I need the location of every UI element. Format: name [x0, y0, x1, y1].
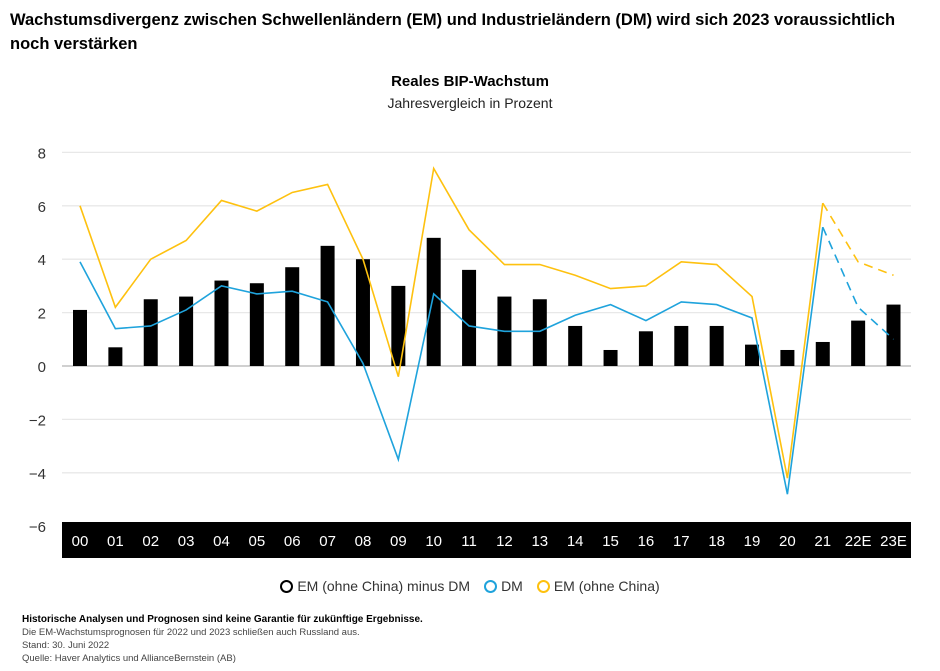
- bar-15: [603, 349, 618, 366]
- legend-item-em: EM (ohne China): [536, 578, 660, 594]
- source: Quelle: Haver Analytics und AllianceBern…: [22, 653, 236, 664]
- x-tick-label: 08: [355, 533, 372, 550]
- x-tick-label: 01: [107, 533, 124, 550]
- bar-16: [638, 331, 653, 366]
- x-tick-label: 04: [213, 533, 230, 550]
- x-tick-label: 02: [142, 533, 159, 550]
- y-tick-label: −2: [29, 412, 46, 429]
- legend-label: EM (ohne China): [553, 578, 660, 594]
- legend-label: EM (ohne China) minus DM: [297, 578, 471, 594]
- bar-14: [568, 325, 583, 366]
- x-tick-label: 22E: [845, 533, 872, 550]
- bar-02: [143, 299, 158, 366]
- line-em-ohne-china--actual: [79, 166, 824, 479]
- y-tick-label: 4: [38, 252, 46, 269]
- y-tick-label: −6: [29, 519, 46, 536]
- chart-title: Reales BIP-Wachstum: [391, 73, 549, 90]
- headline: Wachstumsdivergenz zwischen Schwellenlän…: [10, 11, 896, 53]
- bar-03: [179, 296, 194, 366]
- legend: EM (ohne China) minus DM DM EM (ohne Chi…: [0, 578, 940, 594]
- y-tick-label: 6: [38, 199, 46, 216]
- x-tick-label: 07: [319, 533, 336, 550]
- bar-06: [285, 267, 300, 366]
- bar-19: [745, 344, 760, 366]
- y-tick-label: 8: [38, 145, 46, 162]
- x-tick-label: 06: [284, 533, 301, 550]
- x-tick-label: 15: [602, 533, 619, 550]
- line-dm-actual: [79, 227, 824, 495]
- x-axis-band: [62, 522, 911, 558]
- bar-11: [462, 269, 477, 366]
- bar-10: [426, 237, 441, 366]
- note: Die EM-Wachstumsprognosen für 2022 und 2…: [22, 627, 360, 638]
- footer: Historische Analysen und Prognosen sind …: [22, 613, 423, 665]
- bar-07: [320, 245, 335, 366]
- date: Stand: 30. Juni 2022: [22, 640, 110, 651]
- legend-item-em-minus-dm: EM (ohne China) minus DM: [280, 578, 470, 594]
- x-tick-label: 11: [461, 533, 477, 550]
- y-tick-label: 2: [38, 306, 46, 323]
- disclaimer: Historische Analysen und Prognosen sind …: [22, 614, 423, 625]
- chart-subtitle: Jahresvergleich in Prozent: [387, 95, 553, 111]
- bar-01: [108, 347, 123, 366]
- x-tick-label: 13: [531, 533, 548, 550]
- ring-marker-icon: [536, 579, 550, 593]
- x-tick-label: 17: [673, 533, 690, 550]
- bar-18: [709, 325, 724, 366]
- bar-17: [674, 325, 689, 366]
- bar-13: [532, 299, 547, 366]
- bar-20: [780, 349, 795, 366]
- x-tick-label: 19: [744, 533, 761, 550]
- bar-08: [355, 259, 370, 366]
- line-em-ohne-china--forecast: [822, 202, 894, 276]
- bar-00: [73, 309, 87, 366]
- bar-09: [391, 285, 406, 366]
- y-tick-label: 0: [38, 359, 46, 376]
- y-tick-label: −4: [29, 466, 46, 483]
- bar-23E: [886, 304, 901, 366]
- x-tick-label: 05: [249, 533, 266, 550]
- x-tick-label: 18: [708, 533, 725, 550]
- x-tick-label: 23E: [880, 533, 907, 550]
- bar-05: [249, 283, 264, 366]
- x-tick-label: 21: [814, 533, 831, 550]
- x-tick-label: 10: [425, 533, 442, 550]
- legend-label: DM: [501, 578, 523, 594]
- legend-item-dm: DM: [484, 578, 523, 594]
- ring-marker-icon: [280, 579, 294, 593]
- ring-marker-icon: [484, 579, 498, 593]
- x-tick-label: 00: [72, 533, 89, 550]
- x-tick-label: 20: [779, 533, 796, 550]
- x-tick-label: 03: [178, 533, 195, 550]
- x-tick-label: 12: [496, 533, 513, 550]
- bar-21: [815, 341, 830, 366]
- bar-22E: [851, 320, 866, 366]
- x-tick-label: 09: [390, 533, 407, 550]
- bar-04: [214, 280, 229, 366]
- x-tick-label: 14: [567, 533, 584, 550]
- x-tick-label: 16: [638, 533, 655, 550]
